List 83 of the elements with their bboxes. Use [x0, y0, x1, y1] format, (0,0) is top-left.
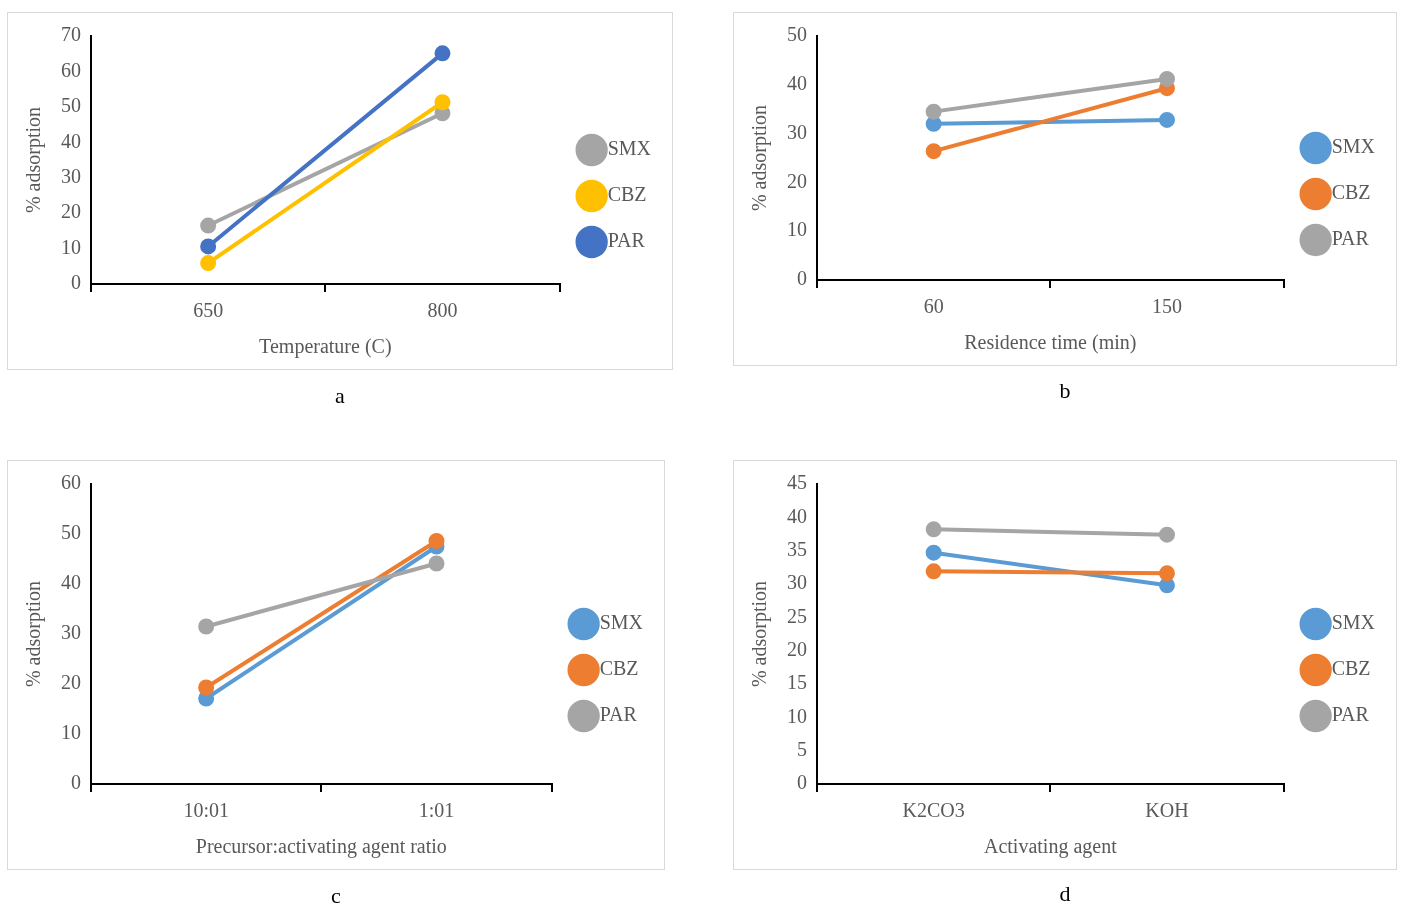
x-axis-title: Activating agent — [983, 835, 1118, 859]
legend-label: CBZ — [607, 183, 647, 206]
y-tick-label: 40 — [61, 129, 81, 152]
text: c — [330, 883, 342, 907]
y-tick-label: 60 — [61, 471, 81, 494]
y-tick-label: 20 — [787, 169, 807, 192]
x-tick-label: 1:01 — [418, 799, 455, 822]
point — [1158, 577, 1175, 594]
legend-label: PAR — [1331, 227, 1370, 250]
point — [1158, 526, 1175, 543]
y-tick-label: 0 — [797, 771, 807, 794]
point — [925, 143, 942, 160]
y-tick-label: 0 — [71, 271, 81, 294]
point — [198, 618, 215, 635]
y-tick-label: 0 — [71, 771, 81, 794]
y-tick-label: 40 — [787, 72, 807, 95]
y-tick-label: 50 — [787, 23, 807, 46]
text: b — [1058, 378, 1072, 404]
point — [1158, 70, 1175, 87]
legend-label: SMX — [607, 137, 652, 160]
point — [925, 521, 942, 538]
point — [925, 563, 942, 580]
point — [1158, 111, 1175, 128]
y-tick-label: 30 — [787, 120, 807, 143]
y-tick-label: 30 — [61, 621, 81, 644]
legend-label: SMX — [1331, 135, 1376, 158]
point — [200, 238, 217, 255]
point — [428, 533, 445, 549]
y-tick-label: 40 — [61, 571, 81, 594]
point — [925, 115, 942, 132]
y-tick-label: 10 — [787, 218, 807, 241]
y-tick-label: 10 — [61, 235, 81, 258]
point — [200, 217, 217, 234]
x-axis-title: Residence time (min) — [964, 331, 1137, 355]
x-axis-title: Precursor:activating agent ratio — [195, 835, 447, 859]
y-tick-label: 25 — [787, 604, 807, 627]
y-tick-label: 70 — [61, 23, 81, 46]
x-tick-label: 60 — [923, 295, 944, 318]
point — [925, 544, 942, 561]
x-tick-label: K2CO3 — [902, 799, 965, 822]
y-axis-title: % adsorption — [748, 580, 772, 688]
y-tick-label: 50 — [61, 521, 81, 544]
y-tick-label: 10 — [787, 704, 807, 727]
point — [434, 94, 451, 111]
text: a — [334, 383, 346, 409]
text: d — [1058, 881, 1072, 907]
legend-label: SMX — [1331, 611, 1376, 634]
y-tick-label: 60 — [61, 58, 81, 81]
legend-label: PAR — [599, 703, 638, 726]
y-axis-title: % adsorption — [22, 106, 46, 214]
y-tick-label: 20 — [61, 200, 81, 223]
legend-label: CBZ — [1331, 657, 1371, 680]
point — [1158, 565, 1175, 582]
x-tick-label: 150 — [1151, 295, 1182, 318]
y-tick-label: 15 — [787, 671, 807, 694]
legend-label: PAR — [607, 229, 646, 252]
y-tick-label: 20 — [61, 671, 81, 694]
legend-label: PAR — [1331, 703, 1370, 726]
y-tick-label: 30 — [61, 164, 81, 187]
y-tick-label: 35 — [787, 537, 807, 560]
point — [434, 45, 451, 62]
point — [925, 103, 942, 120]
y-tick-label: 40 — [787, 504, 807, 527]
legend-label: CBZ — [1331, 181, 1371, 204]
x-tick-label: 10:01 — [183, 799, 229, 822]
point — [428, 555, 445, 572]
y-tick-label: 0 — [797, 267, 807, 290]
x-axis-title: Temperature (C) — [259, 335, 392, 359]
x-tick-label: 800 — [427, 299, 458, 322]
y-tick-label: 5 — [797, 737, 807, 760]
legend-label: CBZ — [599, 657, 639, 680]
y-tick-label: 45 — [787, 471, 807, 494]
y-axis-title: % adsorption — [22, 580, 46, 688]
y-tick-label: 20 — [787, 637, 807, 660]
legend-label: SMX — [599, 611, 644, 634]
x-tick-label: 650 — [193, 299, 224, 322]
y-tick-label: 10 — [61, 721, 81, 744]
y-tick-label: 50 — [61, 94, 81, 117]
x-tick-label: KOH — [1145, 799, 1189, 822]
y-axis-title: % adsorption — [748, 104, 772, 212]
y-tick-label: 30 — [787, 571, 807, 594]
point — [198, 679, 215, 696]
point — [200, 255, 217, 272]
